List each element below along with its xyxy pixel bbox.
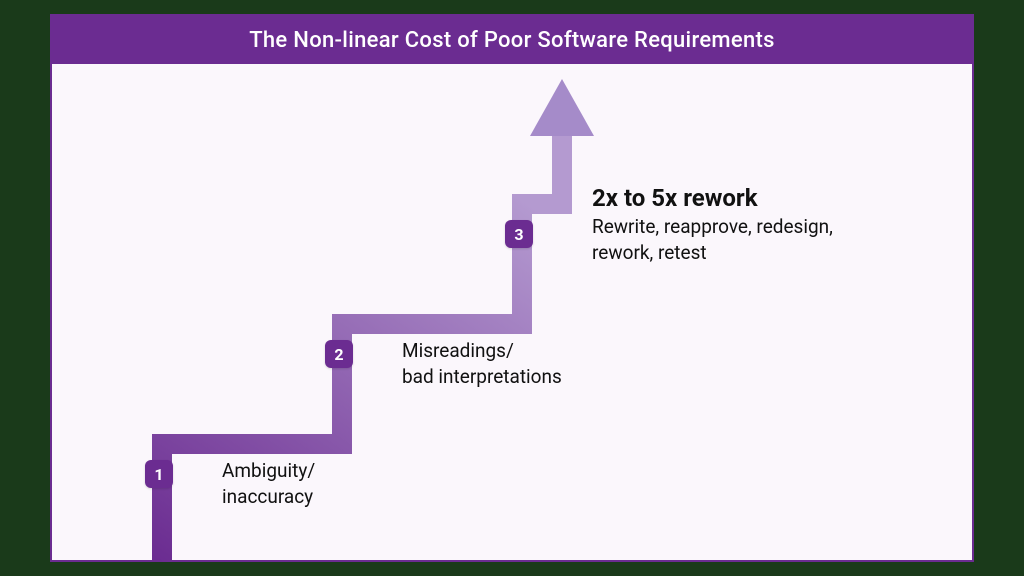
step-badge-3-num: 3 [514, 225, 523, 244]
step-label-2: Misreadings/ bad interpretations [402, 338, 562, 389]
step-badge-1: 1 [145, 460, 173, 488]
callout-headline: 2x to 5x rework [592, 184, 833, 212]
title-text: The Non-linear Cost of Poor Software Req… [249, 28, 775, 53]
step-label-1-line2: inaccuracy [222, 484, 315, 510]
step-label-2-line1: Misreadings/ [402, 338, 562, 364]
callout-block: 2x to 5x rework Rewrite, reapprove, rede… [592, 184, 833, 265]
callout-detail: Rewrite, reapprove, redesign, rework, re… [592, 214, 833, 265]
callout-detail-line2: rework, retest [592, 240, 833, 266]
diagram-frame: The Non-linear Cost of Poor Software Req… [50, 14, 974, 562]
step-label-1-line1: Ambiguity/ [222, 458, 315, 484]
callout-detail-line1: Rewrite, reapprove, redesign, [592, 214, 833, 240]
step-badge-3: 3 [505, 220, 533, 248]
step-label-2-line2: bad interpretations [402, 364, 562, 390]
step-label-1: Ambiguity/ inaccuracy [222, 458, 315, 509]
step-badge-2-num: 2 [334, 345, 343, 364]
staircase-svg [52, 64, 972, 562]
diagram-canvas: 1 2 3 Ambiguity/ inaccuracy Misreadings/… [52, 64, 972, 560]
title-bar: The Non-linear Cost of Poor Software Req… [52, 16, 972, 64]
step-badge-1-num: 1 [154, 465, 163, 484]
step-badge-2: 2 [325, 340, 353, 368]
arrowhead-icon [530, 79, 594, 136]
